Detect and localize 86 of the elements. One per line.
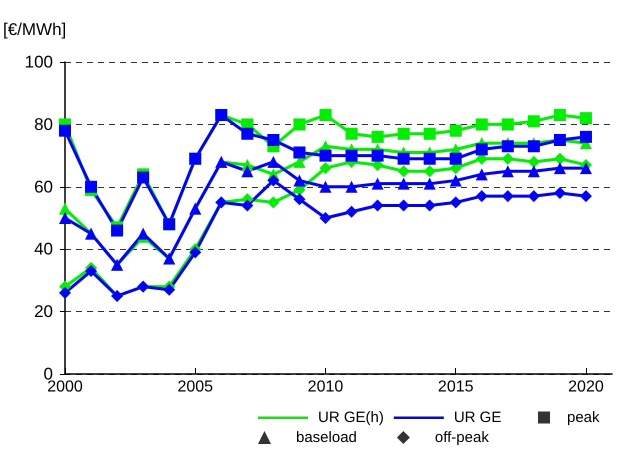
point — [267, 156, 280, 168]
point — [267, 134, 280, 146]
point — [293, 193, 306, 206]
point — [424, 152, 436, 165]
point — [241, 200, 254, 212]
point — [476, 168, 488, 180]
point — [502, 165, 514, 178]
point — [424, 200, 436, 212]
point — [137, 228, 150, 240]
legend-label: off-peak — [434, 429, 490, 446]
point — [502, 190, 514, 202]
point — [319, 212, 332, 224]
point — [450, 124, 462, 137]
point — [267, 174, 280, 187]
point — [59, 212, 71, 224]
x-tick-label: 2000 — [47, 378, 83, 396]
point — [398, 152, 410, 165]
point — [372, 150, 384, 162]
point — [554, 187, 566, 200]
point — [450, 174, 462, 187]
point — [502, 118, 514, 130]
point — [554, 109, 566, 122]
point — [319, 162, 332, 174]
point — [424, 128, 436, 140]
point — [372, 130, 384, 143]
point — [85, 265, 98, 278]
legend-label: UR GE(h) — [318, 409, 384, 426]
point — [580, 190, 592, 202]
point — [163, 284, 176, 296]
y-tick-label: 80 — [34, 114, 53, 134]
point — [346, 128, 358, 140]
point — [476, 118, 488, 130]
point — [346, 206, 358, 218]
point — [189, 246, 202, 258]
point — [476, 190, 488, 202]
y-tick-label: 100 — [24, 52, 53, 72]
point — [580, 130, 592, 143]
point — [293, 174, 306, 187]
point — [528, 165, 540, 178]
point — [528, 190, 540, 202]
x-tick-label: 2005 — [177, 378, 214, 396]
point — [85, 180, 98, 193]
point — [319, 109, 332, 122]
point — [450, 152, 462, 165]
point — [59, 202, 71, 215]
point — [319, 180, 332, 193]
x-tick-label: 2010 — [308, 378, 344, 396]
point — [398, 200, 410, 212]
point — [554, 152, 566, 165]
point — [293, 118, 306, 130]
point — [398, 165, 410, 178]
point — [476, 143, 488, 156]
point — [137, 171, 150, 184]
point — [111, 224, 124, 236]
legend-label: peak — [567, 409, 600, 426]
point — [59, 124, 71, 137]
y-tick-label: 60 — [34, 177, 53, 196]
x-tick-label: 2020 — [568, 378, 604, 396]
point — [424, 165, 436, 178]
x-tick-label: 2015 — [438, 378, 474, 396]
point — [241, 128, 254, 140]
point — [554, 162, 566, 174]
point — [502, 152, 514, 165]
point — [267, 196, 280, 208]
y-tick-label: 40 — [34, 240, 53, 259]
point — [450, 196, 462, 208]
legend-label: UR GE — [454, 409, 502, 426]
point — [528, 115, 540, 128]
point — [293, 146, 306, 158]
point — [502, 140, 514, 152]
point — [346, 180, 358, 193]
point — [424, 178, 436, 190]
point — [241, 165, 254, 178]
point — [319, 150, 332, 162]
legend-label: baseload — [296, 429, 357, 446]
point — [580, 112, 592, 124]
point — [528, 156, 540, 168]
y-tick-label: 20 — [34, 302, 53, 322]
point — [59, 286, 71, 299]
point — [372, 178, 384, 190]
point — [398, 178, 410, 190]
point — [398, 128, 410, 140]
y-axis-title: [€/MWh] — [3, 20, 66, 39]
point — [580, 162, 592, 174]
point — [346, 150, 358, 162]
point — [528, 140, 540, 152]
